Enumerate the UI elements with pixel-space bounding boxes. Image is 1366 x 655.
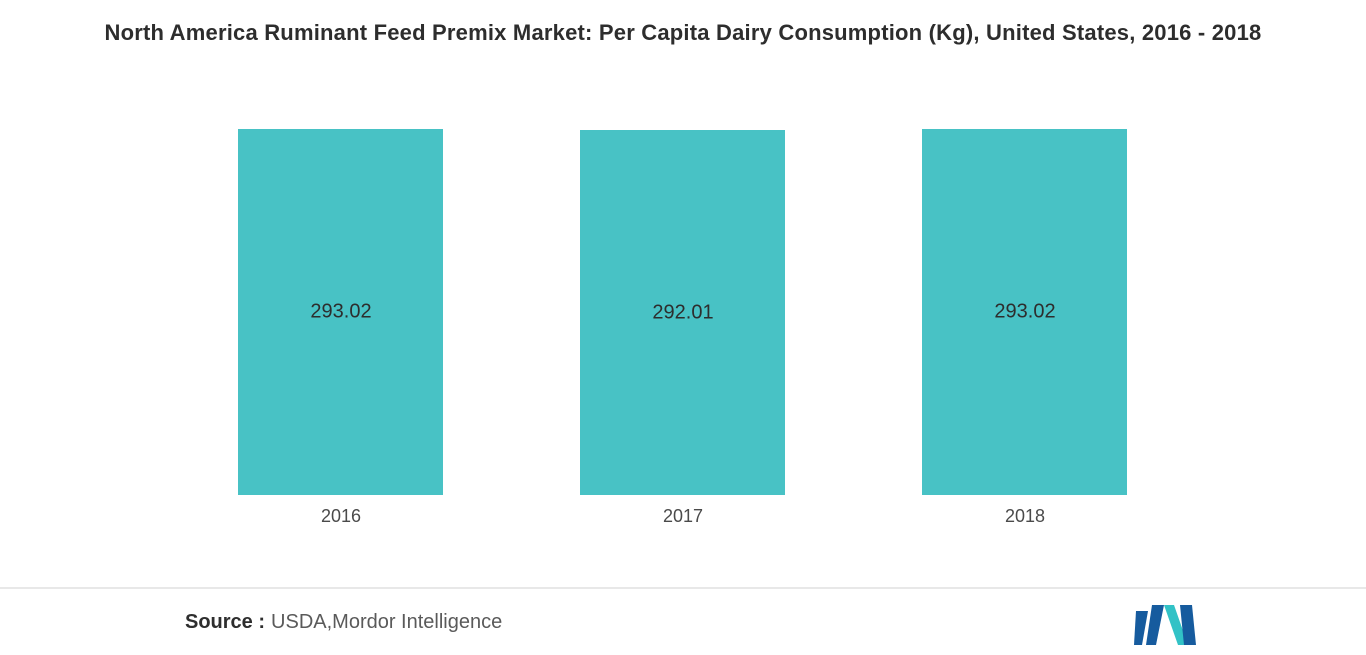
bar-slot: 293.02 <box>854 120 1196 495</box>
bars-row: 293.02 292.01 293.02 <box>170 120 1196 495</box>
bar-slot: 292.01 <box>512 120 854 495</box>
bar-value-label: 293.02 <box>994 300 1055 323</box>
mordor-logo-icon <box>1134 605 1196 645</box>
chart-title: North America Ruminant Feed Premix Marke… <box>0 20 1366 46</box>
source-label: Source : <box>185 611 265 634</box>
bar-2018: 293.02 <box>922 129 1127 495</box>
logo-bars <box>1134 605 1196 645</box>
bar-value-label: 292.01 <box>652 301 713 324</box>
footer: Source : USDA,Mordor Intelligence <box>0 587 1366 655</box>
bar-2017: 292.01 <box>580 130 785 495</box>
source-text: USDA,Mordor Intelligence <box>271 611 502 634</box>
bar-2016: 293.02 <box>238 129 443 495</box>
x-label: 2018 <box>854 500 1196 530</box>
bar-value-label: 293.02 <box>310 300 371 323</box>
x-label: 2017 <box>512 500 854 530</box>
x-label: 2016 <box>170 500 512 530</box>
bar-slot: 293.02 <box>170 120 512 495</box>
chart-plot-area: 293.02 292.01 293.02 <box>170 120 1196 495</box>
x-axis-labels: 2016 2017 2018 <box>170 500 1196 530</box>
